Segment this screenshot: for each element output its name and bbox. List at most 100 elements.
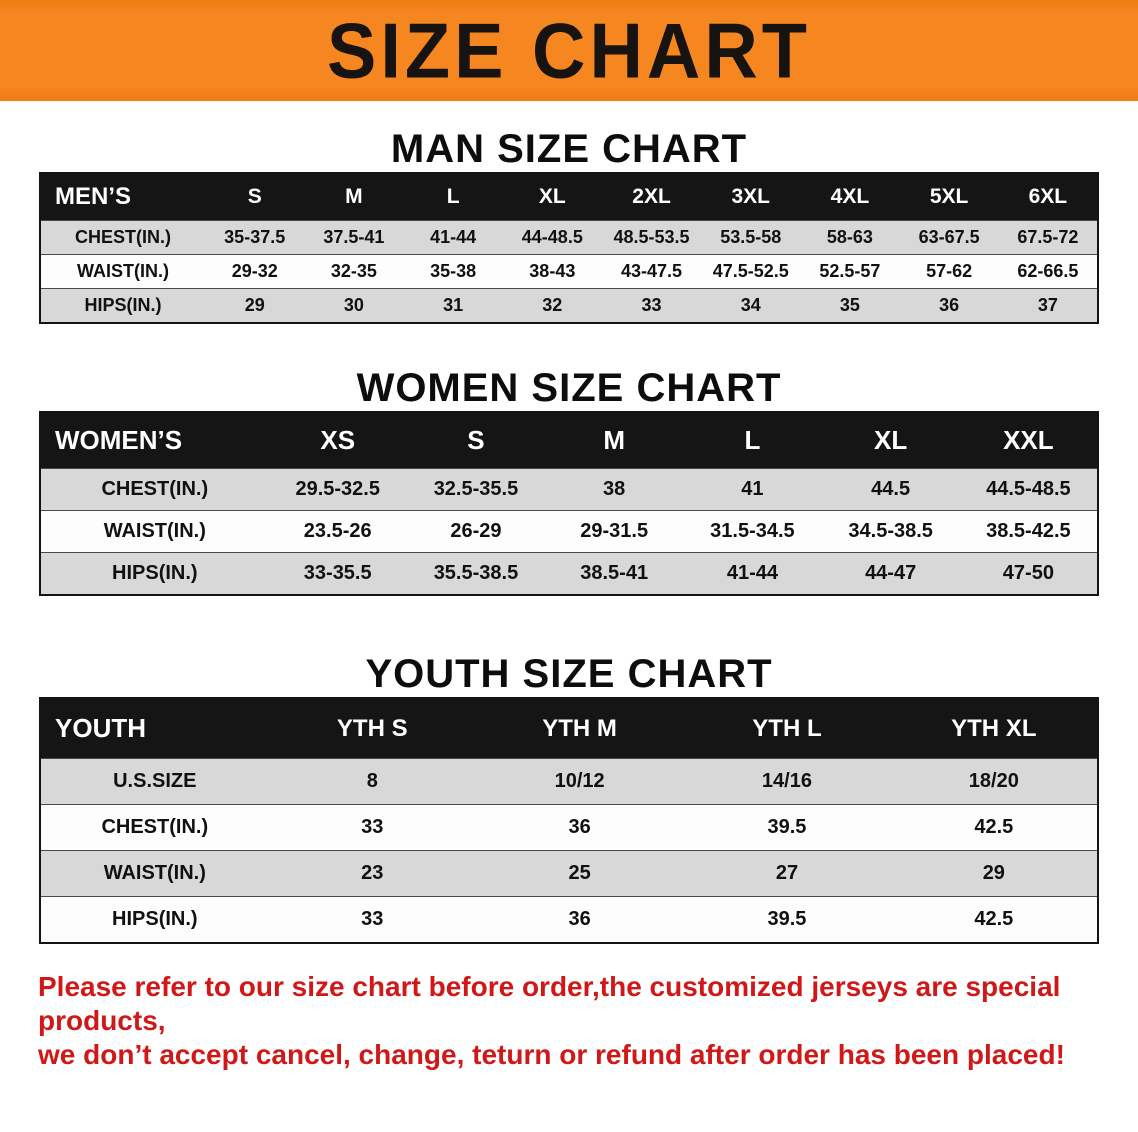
row-label: HIPS(IN.) [40,288,206,323]
row-label: WAIST(IN.) [40,510,269,553]
size-column-header: 6XL [998,173,1098,221]
size-value: 58-63 [800,220,900,255]
notice-line-1: Please refer to our size chart before or… [38,971,1061,1037]
size-column-header: 4XL [800,173,900,221]
women-size-chart-section: WOMEN SIZE CHART WOMEN’S XS S M L XL XXL CHEST(… [0,366,1138,596]
table-row: WAIST(IN.) 23.5-26 26-29 29-31.5 31.5-34.5 34… [40,510,1098,553]
size-value: 29-32 [205,254,305,289]
size-column-header: XL [821,412,960,469]
size-value: 52.5-57 [800,254,900,289]
size-value: 32.5-35.5 [406,468,546,511]
size-value: 29-31.5 [545,510,684,553]
size-value: 36 [475,896,684,943]
size-column-header: XXL [959,412,1098,469]
size-column-header: YTH S [268,698,476,759]
size-value: 36 [899,288,999,323]
size-value: 47-50 [959,552,1098,595]
row-label: HIPS(IN.) [40,896,269,943]
size-value: 41-44 [683,552,822,595]
size-value: 30 [304,288,404,323]
size-value: 44.5 [821,468,960,511]
size-value: 41-44 [403,220,503,255]
size-value: 33 [268,896,476,943]
size-value: 32-35 [304,254,404,289]
size-value: 25 [475,850,684,897]
size-value: 27 [683,850,891,897]
table-row: CHEST(IN.) 33 36 39.5 42.5 [40,804,1098,851]
size-value: 62-66.5 [998,254,1098,289]
size-value: 48.5-53.5 [601,220,702,255]
size-value: 35.5-38.5 [406,552,546,595]
footer-notice: Please refer to our size chart before or… [38,970,1100,1072]
size-value: 39.5 [683,896,891,943]
size-value: 31.5-34.5 [683,510,822,553]
banner: SIZE CHART [0,0,1138,101]
size-value: 18/20 [890,758,1098,805]
size-value: 26-29 [406,510,546,553]
size-value: 43-47.5 [601,254,702,289]
size-column-header: XL [502,173,602,221]
table-corner-label: WOMEN’S [40,412,269,469]
size-column-header: M [545,412,684,469]
size-value: 44-47 [821,552,960,595]
youth-size-chart-section: YOUTH SIZE CHART YOUTH YTH S YTH M YTH L YTH… [0,652,1138,944]
table-row: HIPS(IN.) 33-35.5 35.5-38.5 38.5-41 41-44 44-… [40,552,1098,595]
size-value: 33 [268,804,476,851]
size-value: 47.5-52.5 [701,254,801,289]
row-label: WAIST(IN.) [40,254,206,289]
size-value: 38.5-41 [545,552,684,595]
size-value: 38 [545,468,684,511]
size-value: 37.5-41 [304,220,404,255]
man-section-heading: MAN SIZE CHART [390,127,748,171]
size-column-header: L [683,412,822,469]
table-corner-label: MEN’S [40,173,206,221]
size-value: 31 [403,288,503,323]
size-value: 35 [800,288,900,323]
row-label: CHEST(IN.) [40,220,206,255]
table-row: HIPS(IN.) 29 30 31 32 33 34 35 36 37 [40,288,1098,323]
table-header-row: YOUTH YTH S YTH M YTH L YTH XL [40,698,1098,759]
man-size-table: MEN’S S M L XL 2XL 3XL 4XL 5XL 6XL CHEST(IN.) 35-37… [39,172,1099,324]
size-column-header: S [205,173,305,221]
row-label: U.S.SIZE [40,758,269,805]
table-row: HIPS(IN.) 33 36 39.5 42.5 [40,896,1098,943]
size-value: 34.5-38.5 [821,510,960,553]
size-column-header: YTH XL [890,698,1098,759]
youth-size-table: YOUTH YTH S YTH M YTH L YTH XL U.S.SIZE 8 10/12… [39,697,1099,944]
size-value: 44-48.5 [502,220,602,255]
size-column-header: M [304,173,404,221]
table-row: WAIST(IN.) 29-32 32-35 35-38 38-43 43-47.5 47.… [40,254,1098,289]
size-value: 63-67.5 [899,220,999,255]
size-column-header: YTH M [475,698,684,759]
notice-line-2: we don’t accept cancel, change, teturn o… [38,1039,1065,1071]
size-column-header: 2XL [601,173,702,221]
size-value: 33 [601,288,702,323]
table-header-row: WOMEN’S XS S M L XL XXL [40,412,1098,469]
size-column-header: S [406,412,546,469]
size-value: 8 [268,758,476,805]
size-value: 33-35.5 [268,552,407,595]
row-label: WAIST(IN.) [40,850,269,897]
size-column-header: 3XL [701,173,801,221]
man-size-chart-section: MAN SIZE CHART MEN’S S M L XL 2XL 3XL 4XL 5XL 6XL… [0,127,1138,324]
youth-section-heading: YOUTH SIZE CHART [365,652,773,696]
size-column-header: L [403,173,503,221]
table-row: CHEST(IN.) 29.5-32.5 32.5-35.5 38 41 44.5 44.5… [40,468,1098,511]
row-label: CHEST(IN.) [40,468,269,511]
women-size-table: WOMEN’S XS S M L XL XXL CHEST(IN.) 29.5-32.5 32.5… [39,411,1099,596]
size-value: 36 [475,804,684,851]
size-value: 53.5-58 [701,220,801,255]
size-value: 44.5-48.5 [959,468,1098,511]
size-value: 37 [998,288,1098,323]
size-value: 35-38 [403,254,503,289]
table-header-row: MEN’S S M L XL 2XL 3XL 4XL 5XL 6XL [40,173,1098,221]
table-row: WAIST(IN.) 23 25 27 29 [40,850,1098,897]
size-column-header: XS [268,412,407,469]
size-value: 32 [502,288,602,323]
table-corner-label: YOUTH [40,698,269,759]
size-value: 34 [701,288,801,323]
size-value: 29.5-32.5 [268,468,407,511]
size-column-header: YTH L [683,698,891,759]
size-value: 42.5 [890,804,1098,851]
size-value: 42.5 [890,896,1098,943]
